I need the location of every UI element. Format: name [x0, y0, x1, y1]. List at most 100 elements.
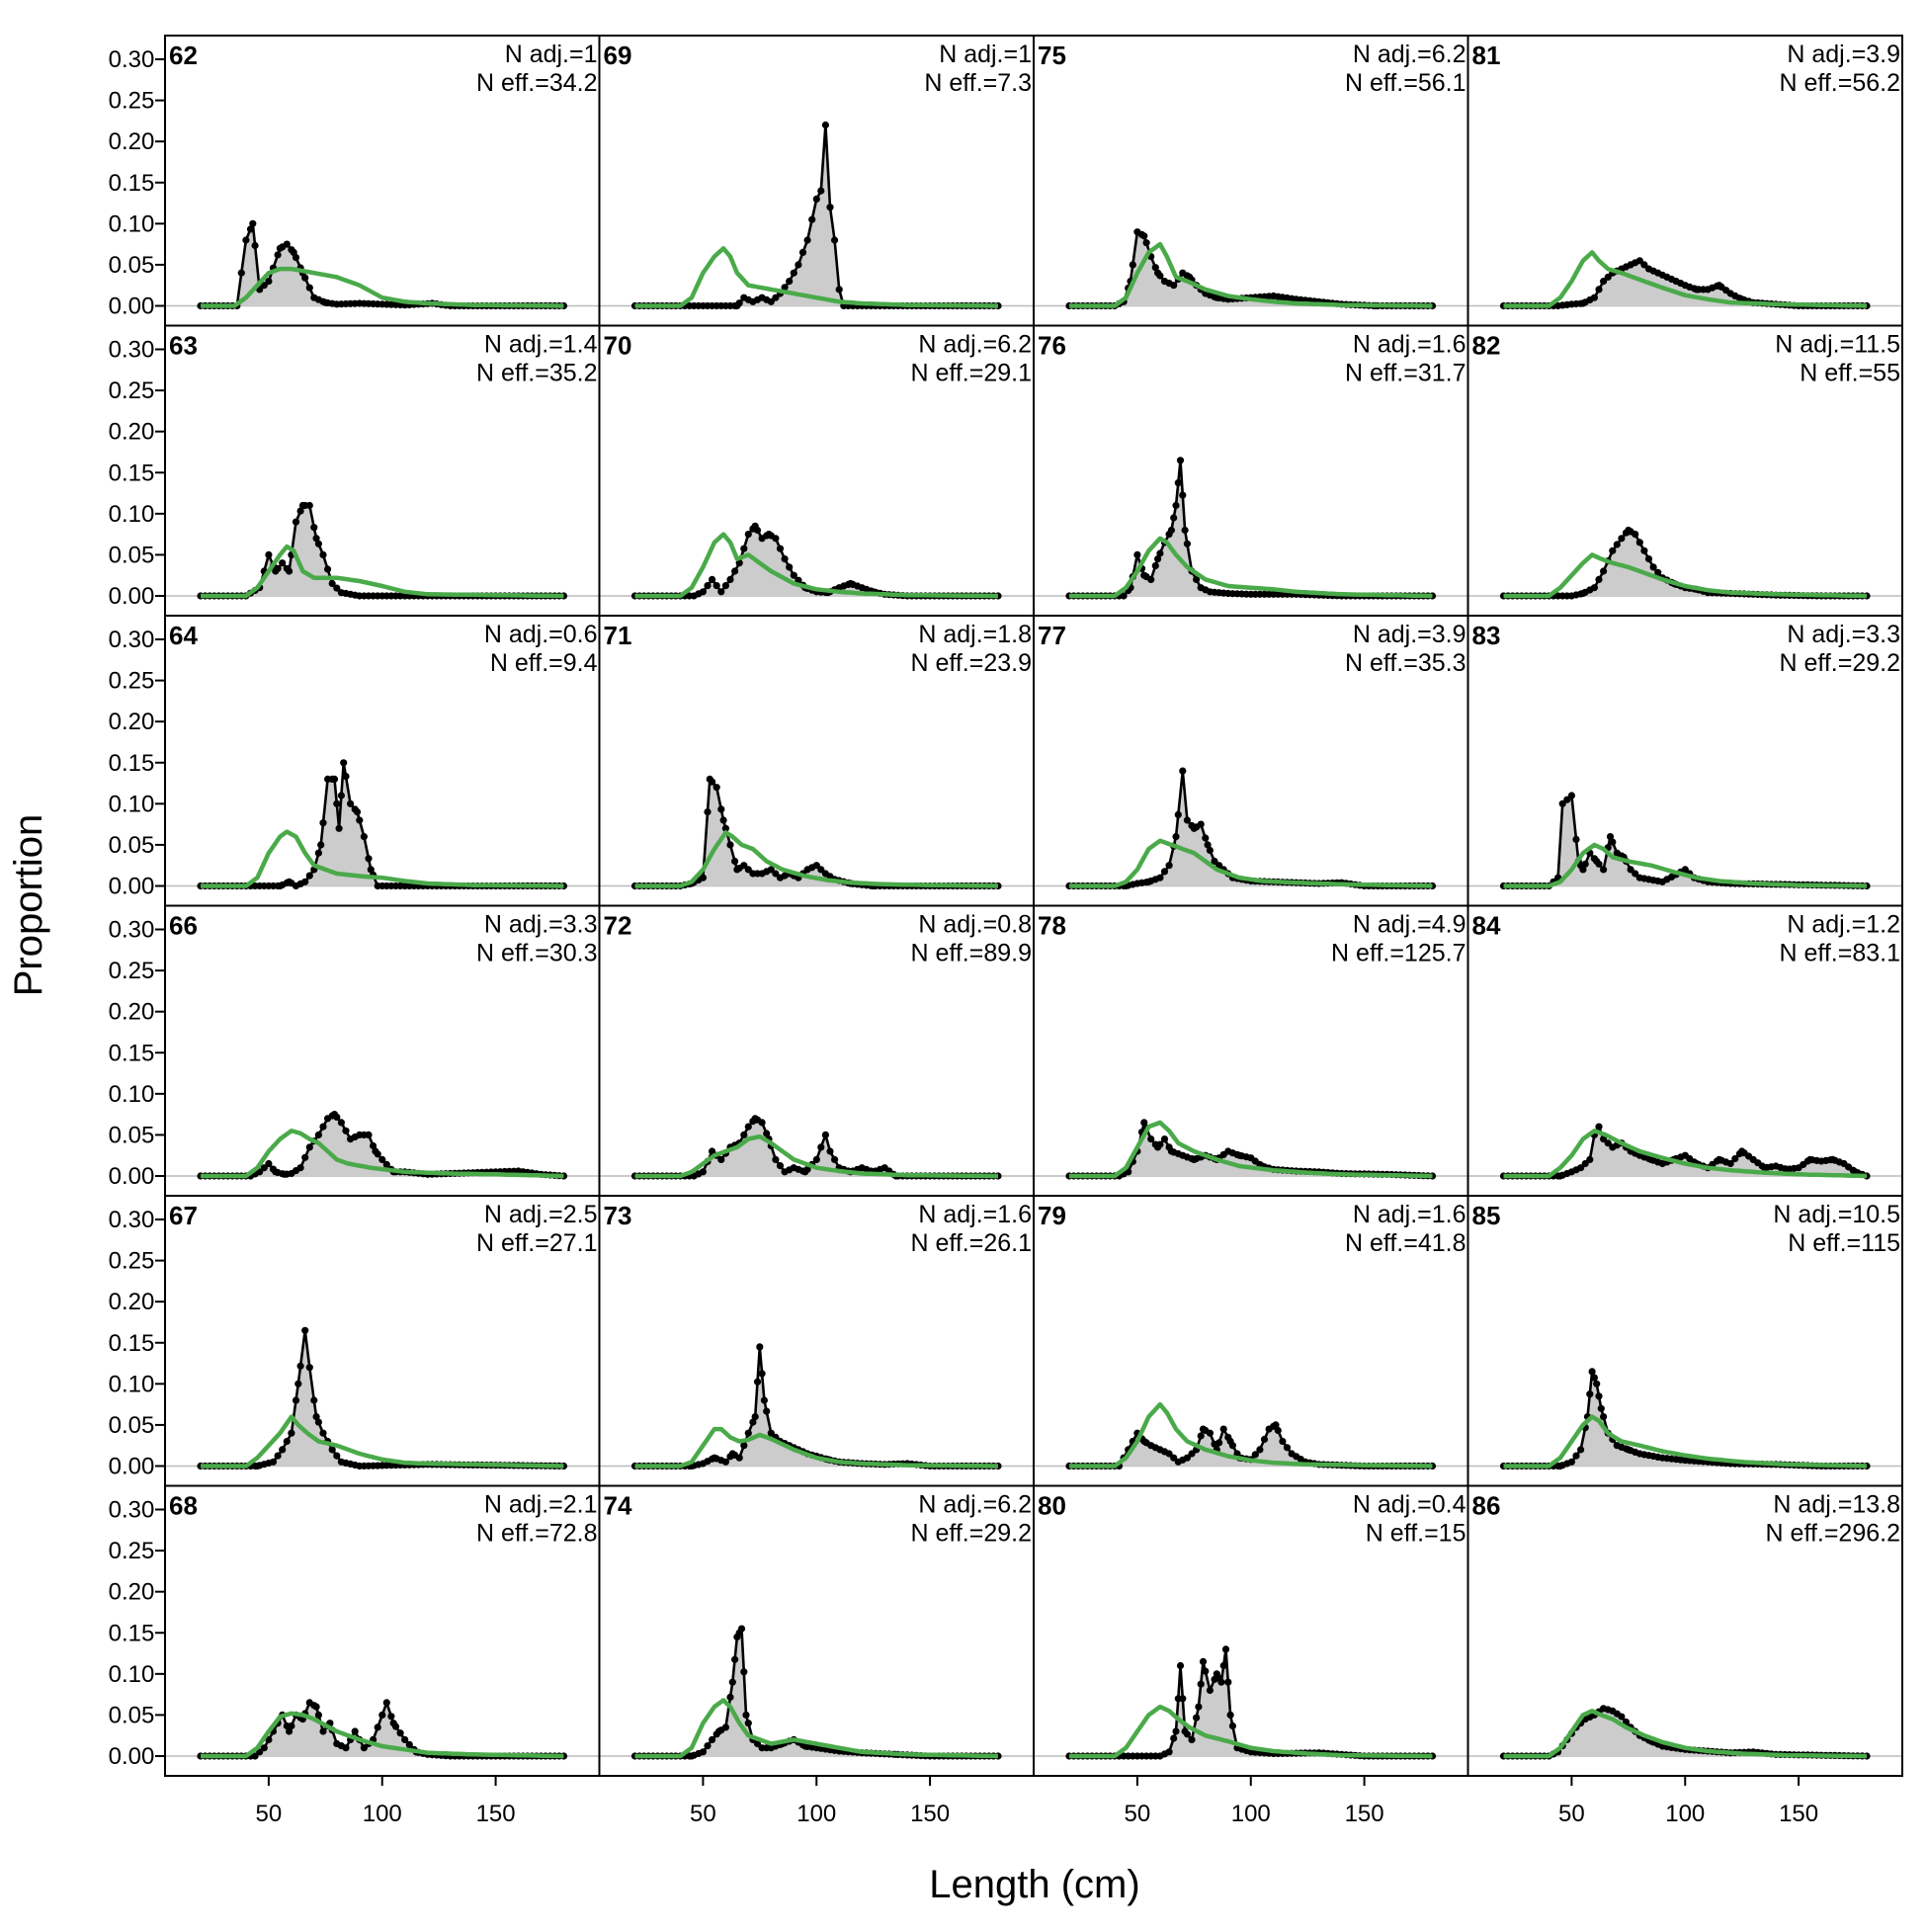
observed-point	[1597, 1404, 1605, 1412]
panel-66: 66 N adj.=3.3N eff.=30.3 0.00 0.05 0.10 0.15 0…	[109, 904, 601, 1197]
observed-point	[699, 588, 708, 596]
expected-line	[201, 1711, 564, 1759]
expected-line	[201, 1414, 564, 1469]
observed-point	[1167, 526, 1175, 535]
observed-point	[772, 870, 780, 878]
observed-point	[1197, 820, 1205, 828]
expected-line	[201, 829, 564, 888]
expected-line	[1503, 1414, 1868, 1469]
n-eff-label: N eff.=7.3	[924, 69, 1032, 97]
n-adj-label: N adj.=4.9	[1353, 911, 1466, 939]
observed-point	[1563, 796, 1571, 803]
observed-point	[347, 799, 355, 807]
n-eff-label: N eff.=35.3	[1345, 649, 1466, 677]
observed-point	[305, 284, 313, 292]
n-eff-label: N eff.=26.1	[910, 1229, 1032, 1257]
observed-point	[812, 862, 820, 870]
observed-point	[1581, 860, 1589, 868]
n-adj-label: N adj.=3.3	[1787, 621, 1900, 648]
observed-point	[1179, 491, 1187, 499]
n-eff-label: N eff.=55	[1800, 360, 1900, 387]
observed-point	[337, 1119, 345, 1127]
observed-point	[753, 1378, 762, 1386]
observed-point	[301, 878, 309, 885]
observed-area	[634, 1118, 998, 1176]
observed-point	[704, 808, 712, 816]
n-adj-label: N adj.=0.8	[918, 911, 1032, 939]
n-adj-label: N adj.=1.4	[484, 331, 598, 359]
observed-point	[312, 1413, 320, 1421]
observed-point	[798, 248, 807, 256]
observed-point	[1217, 1678, 1225, 1686]
observed-point	[1260, 1435, 1269, 1444]
observed-point	[279, 1446, 287, 1454]
observed-point	[333, 1452, 341, 1460]
observed-point	[1640, 546, 1648, 554]
observed-point	[319, 550, 327, 559]
panel-85: 85 N adj.=10.5N eff.=115	[1466, 1195, 1903, 1487]
observed-point	[744, 866, 752, 874]
expected-line	[1503, 1129, 1868, 1179]
observed-point	[269, 1458, 278, 1466]
observed-point	[731, 567, 739, 575]
x-tick-label: 150	[1345, 1801, 1384, 1827]
observed-point	[314, 849, 322, 857]
observed-point	[740, 862, 748, 870]
observed-point	[319, 1727, 327, 1735]
observed-point	[717, 1155, 725, 1163]
x-axis-label: Length (cm)	[929, 1863, 1139, 1906]
observed-area	[201, 223, 564, 306]
observed-point	[1183, 816, 1191, 824]
observed-area	[201, 1702, 564, 1756]
n-adj-label: N adj.=1.6	[1353, 331, 1466, 359]
observed-point	[1147, 1135, 1155, 1143]
expected-line	[1503, 842, 1868, 888]
observed-point	[1172, 501, 1180, 510]
observed-point	[296, 507, 304, 515]
observed-point	[1731, 1154, 1739, 1163]
panel-year-label: 84	[1472, 911, 1501, 941]
y-tick-label: 0.20	[109, 419, 155, 446]
observed-point	[699, 1168, 708, 1176]
observed-point	[274, 251, 282, 259]
observed-point	[1181, 526, 1189, 535]
y-tick-label: 0.10	[109, 791, 155, 817]
observed-point	[1176, 1661, 1185, 1670]
n-adj-label: N adj.=1.2	[1787, 911, 1900, 939]
observed-point	[731, 1655, 739, 1663]
n-adj-label: N adj.=1.6	[1353, 1201, 1466, 1228]
panel-year-label: 77	[1038, 621, 1066, 650]
observed-point	[310, 1396, 318, 1404]
expected-line	[1069, 1120, 1433, 1179]
observed-point	[251, 1752, 259, 1760]
observed-point	[1586, 1390, 1594, 1398]
panel-71: 71 N adj.=1.8N eff.=23.9	[598, 615, 1035, 907]
panel-year-label: 67	[169, 1201, 198, 1230]
observed-point	[1211, 857, 1218, 866]
observed-point	[1183, 540, 1191, 547]
observed-point	[333, 584, 341, 592]
panel-year-label: 73	[604, 1201, 632, 1230]
observed-point	[1577, 1446, 1585, 1454]
observed-point	[340, 759, 348, 767]
observed-point	[356, 816, 364, 824]
n-adj-label: N adj.=3.9	[1787, 41, 1900, 68]
observed-point	[726, 841, 734, 849]
x-tick-label: 100	[796, 1801, 836, 1827]
observed-point	[1609, 546, 1617, 554]
y-tick-label: 0.10	[109, 1371, 155, 1397]
expected-line	[201, 266, 564, 308]
observed-point	[1640, 261, 1648, 269]
expected-line	[1069, 536, 1433, 599]
observed-point	[333, 1113, 341, 1121]
observed-point	[1558, 799, 1566, 807]
observed-point	[260, 1744, 268, 1752]
observed-point	[1151, 264, 1159, 272]
observed-point	[717, 805, 725, 813]
y-tick-label: 0.10	[109, 210, 155, 237]
y-tick-label: 0.15	[109, 460, 155, 486]
observed-area	[1503, 1371, 1867, 1467]
observed-point	[314, 1418, 322, 1426]
observed-point	[781, 555, 789, 563]
panel-year-label: 83	[1472, 621, 1501, 650]
